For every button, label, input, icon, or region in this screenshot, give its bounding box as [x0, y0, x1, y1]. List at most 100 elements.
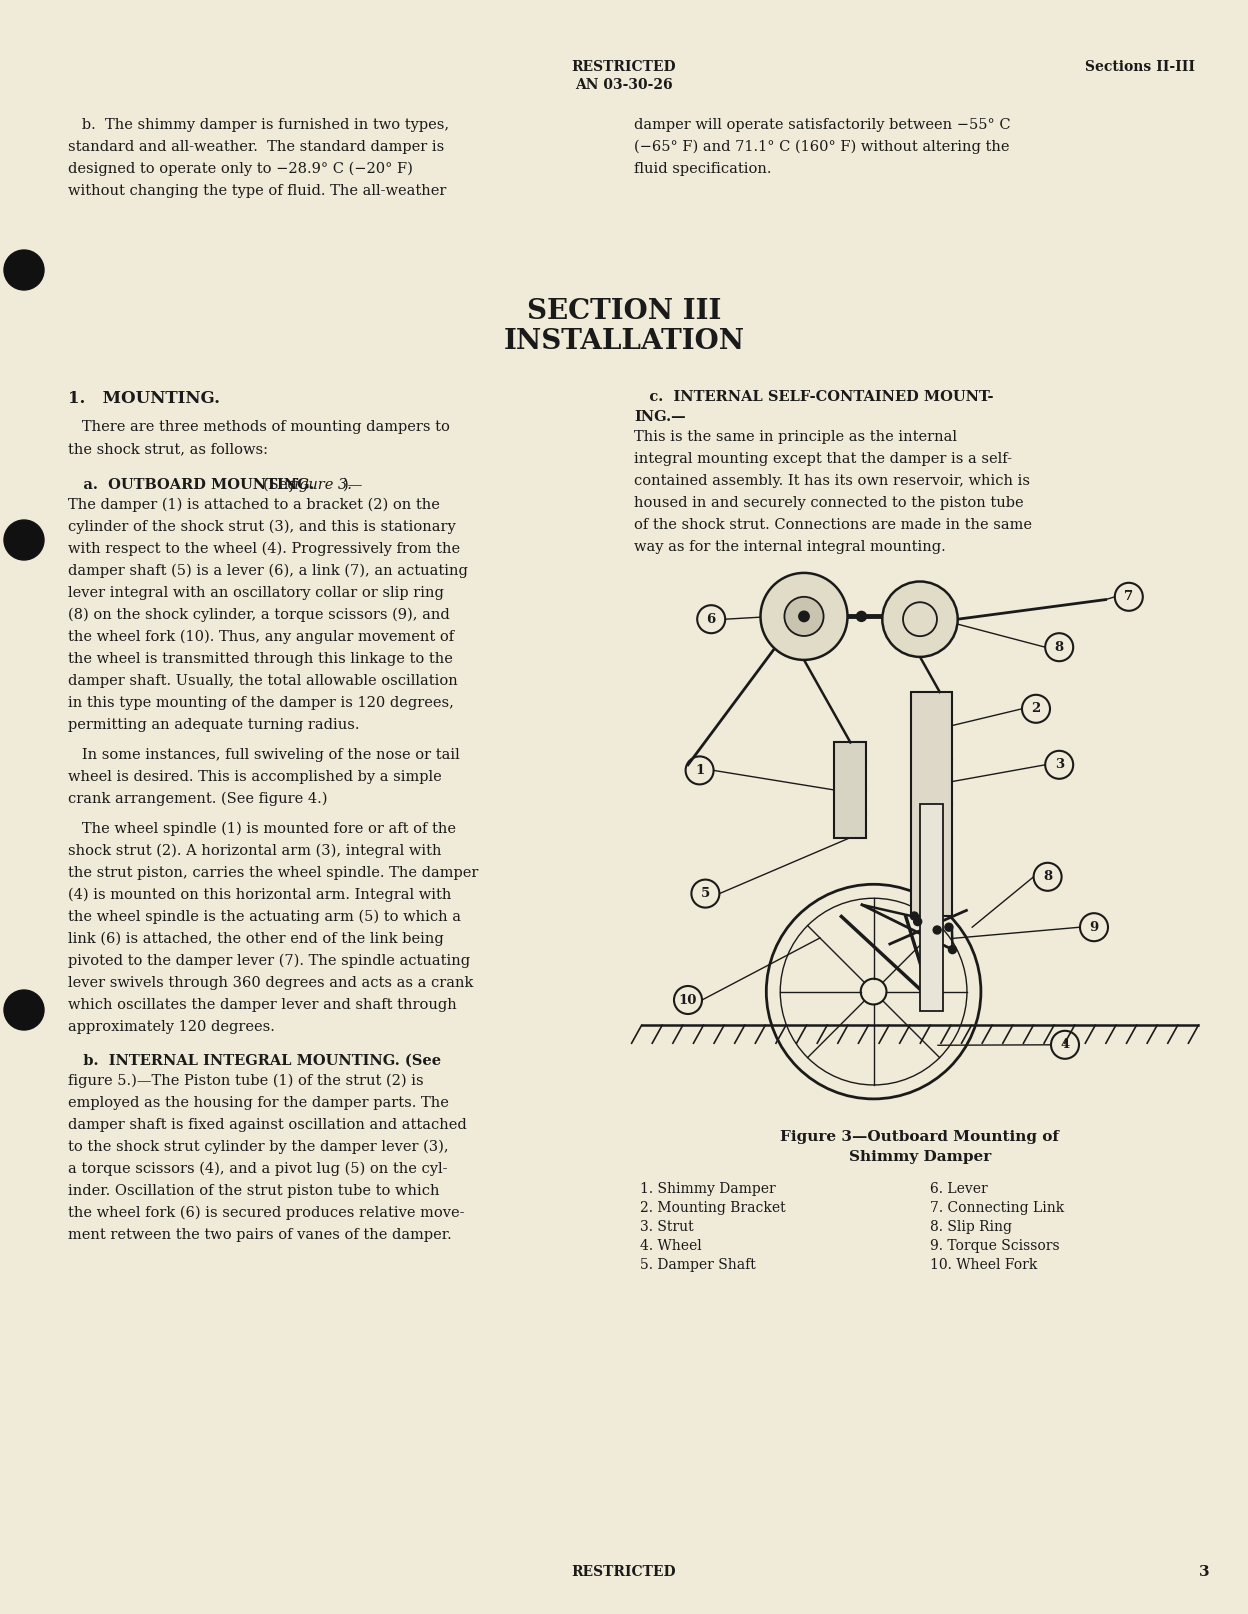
- Text: 6: 6: [706, 613, 716, 626]
- Text: (8) on the shock cylinder, a torque scissors (9), and: (8) on the shock cylinder, a torque scis…: [67, 608, 449, 623]
- Text: in this type mounting of the damper is 120 degrees,: in this type mounting of the damper is 1…: [67, 696, 454, 710]
- Text: wheel is desired. This is accomplished by a simple: wheel is desired. This is accomplished b…: [67, 770, 442, 784]
- Text: SECTION III: SECTION III: [527, 299, 721, 324]
- Text: with respect to the wheel (4). Progressively from the: with respect to the wheel (4). Progressi…: [67, 542, 461, 557]
- Text: lever integral with an oscillatory collar or slip ring: lever integral with an oscillatory colla…: [67, 586, 444, 600]
- Text: Shimmy Damper: Shimmy Damper: [849, 1151, 991, 1164]
- Text: damper shaft (5) is a lever (6), a link (7), an actuating: damper shaft (5) is a lever (6), a link …: [67, 563, 468, 578]
- Text: a.  OUTBOARD MOUNTING.: a. OUTBOARD MOUNTING.: [67, 478, 319, 492]
- Circle shape: [785, 597, 824, 636]
- Text: figure 5.)—The Piston tube (1) of the strut (2) is: figure 5.)—The Piston tube (1) of the st…: [67, 1073, 423, 1088]
- Circle shape: [4, 250, 44, 291]
- Text: permitting an adequate turning radius.: permitting an adequate turning radius.: [67, 718, 359, 733]
- Text: cylinder of the shock strut (3), and this is stationary: cylinder of the shock strut (3), and thi…: [67, 520, 456, 534]
- Text: housed in and securely connected to the piston tube: housed in and securely connected to the …: [634, 495, 1023, 510]
- Text: 2: 2: [1031, 702, 1041, 715]
- Text: lever swivels through 360 degrees and acts as a crank: lever swivels through 360 degrees and ac…: [67, 976, 473, 989]
- Text: standard and all-weather.  The standard damper is: standard and all-weather. The standard d…: [67, 140, 444, 153]
- Text: RESTRICTED: RESTRICTED: [572, 60, 676, 74]
- Text: 10. Wheel Fork: 10. Wheel Fork: [930, 1257, 1037, 1272]
- Bar: [921, 804, 942, 1012]
- Text: (See: (See: [263, 478, 301, 492]
- Circle shape: [882, 581, 957, 657]
- Circle shape: [4, 989, 44, 1030]
- Text: 1.   MOUNTING.: 1. MOUNTING.: [67, 391, 220, 407]
- Text: INSTALLATION: INSTALLATION: [503, 328, 745, 355]
- Text: c.  INTERNAL SELF-CONTAINED MOUNT-: c. INTERNAL SELF-CONTAINED MOUNT-: [634, 391, 993, 404]
- Circle shape: [856, 612, 866, 621]
- Text: 3. Strut: 3. Strut: [640, 1220, 694, 1235]
- Text: damper shaft is fixed against oscillation and attached: damper shaft is fixed against oscillatio…: [67, 1119, 467, 1131]
- Text: 4: 4: [1061, 1038, 1070, 1051]
- Circle shape: [910, 912, 919, 920]
- Text: There are three methods of mounting dampers to: There are three methods of mounting damp…: [67, 420, 449, 434]
- Circle shape: [934, 926, 941, 935]
- Text: b.  INTERNAL INTEGRAL MOUNTING. (See: b. INTERNAL INTEGRAL MOUNTING. (See: [67, 1054, 441, 1068]
- Text: 1: 1: [695, 763, 704, 776]
- Text: RESTRICTED: RESTRICTED: [572, 1566, 676, 1578]
- Text: way as for the internal integral mounting.: way as for the internal integral mountin…: [634, 541, 946, 554]
- Text: approximately 120 degrees.: approximately 120 degrees.: [67, 1020, 275, 1035]
- Text: 6. Lever: 6. Lever: [930, 1181, 987, 1196]
- Text: integral mounting except that the damper is a self-: integral mounting except that the damper…: [634, 452, 1012, 466]
- Text: shock strut (2). A horizontal arm (3), integral with: shock strut (2). A horizontal arm (3), i…: [67, 844, 442, 859]
- Text: This is the same in principle as the internal: This is the same in principle as the int…: [634, 429, 957, 444]
- Circle shape: [760, 573, 847, 660]
- Text: 8: 8: [1043, 870, 1052, 883]
- Text: designed to operate only to −28.9° C (−20° F): designed to operate only to −28.9° C (−2…: [67, 161, 413, 176]
- Text: ment retween the two pairs of vanes of the damper.: ment retween the two pairs of vanes of t…: [67, 1228, 452, 1243]
- Circle shape: [4, 520, 44, 560]
- Text: 3: 3: [1199, 1566, 1211, 1578]
- Text: 7. Connecting Link: 7. Connecting Link: [930, 1201, 1065, 1215]
- Text: Figure 3—Outboard Mounting of: Figure 3—Outboard Mounting of: [780, 1130, 1060, 1144]
- Text: 8: 8: [1055, 641, 1063, 654]
- Text: crank arrangement. (See figure 4.): crank arrangement. (See figure 4.): [67, 792, 327, 807]
- Text: figure 3.: figure 3.: [290, 478, 353, 492]
- Text: a torque scissors (4), and a pivot lug (5) on the cyl-: a torque scissors (4), and a pivot lug (…: [67, 1162, 448, 1177]
- Text: The damper (1) is attached to a bracket (2) on the: The damper (1) is attached to a bracket …: [67, 499, 439, 512]
- Text: 5: 5: [701, 888, 710, 901]
- Text: AN 03-30-26: AN 03-30-26: [575, 77, 673, 92]
- Text: 4. Wheel: 4. Wheel: [640, 1240, 701, 1252]
- Text: the strut piston, carries the wheel spindle. The damper: the strut piston, carries the wheel spin…: [67, 867, 478, 880]
- Text: 5. Damper Shaft: 5. Damper Shaft: [640, 1257, 756, 1272]
- Text: fluid specification.: fluid specification.: [634, 161, 771, 176]
- Circle shape: [948, 946, 956, 954]
- Text: 1. Shimmy Damper: 1. Shimmy Damper: [640, 1181, 776, 1196]
- Circle shape: [799, 612, 809, 621]
- Text: 9. Torque Scissors: 9. Torque Scissors: [930, 1240, 1060, 1252]
- Text: ING.—: ING.—: [634, 410, 685, 424]
- Text: which oscillates the damper lever and shaft through: which oscillates the damper lever and sh…: [67, 997, 457, 1012]
- Text: the wheel fork (6) is secured produces relative move-: the wheel fork (6) is secured produces r…: [67, 1206, 464, 1220]
- Text: 7: 7: [1124, 591, 1133, 604]
- Text: inder. Oscillation of the strut piston tube to which: inder. Oscillation of the strut piston t…: [67, 1185, 439, 1198]
- Text: without changing the type of fluid. The all-weather: without changing the type of fluid. The …: [67, 184, 447, 199]
- Text: the wheel is transmitted through this linkage to the: the wheel is transmitted through this li…: [67, 652, 453, 667]
- Text: pivoted to the damper lever (7). The spindle actuating: pivoted to the damper lever (7). The spi…: [67, 954, 470, 968]
- Text: )—: )—: [343, 478, 363, 492]
- Text: contained assembly. It has its own reservoir, which is: contained assembly. It has its own reser…: [634, 475, 1030, 487]
- Text: damper shaft. Usually, the total allowable oscillation: damper shaft. Usually, the total allowab…: [67, 675, 458, 688]
- Circle shape: [945, 923, 953, 931]
- Text: employed as the housing for the damper parts. The: employed as the housing for the damper p…: [67, 1096, 449, 1110]
- Text: b.  The shimmy damper is furnished in two types,: b. The shimmy damper is furnished in two…: [67, 118, 449, 132]
- Text: the shock strut, as follows:: the shock strut, as follows:: [67, 442, 268, 457]
- Text: The wheel spindle (1) is mounted fore or aft of the: The wheel spindle (1) is mounted fore or…: [67, 822, 456, 836]
- Circle shape: [914, 918, 922, 925]
- Text: 2. Mounting Bracket: 2. Mounting Bracket: [640, 1201, 786, 1215]
- Text: link (6) is attached, the other end of the link being: link (6) is attached, the other end of t…: [67, 931, 444, 946]
- Text: (−65° F) and 71.1° C (160° F) without altering the: (−65° F) and 71.1° C (160° F) without al…: [634, 140, 1010, 155]
- Text: the wheel spindle is the actuating arm (5) to which a: the wheel spindle is the actuating arm (…: [67, 910, 461, 925]
- Text: 3: 3: [1055, 759, 1063, 771]
- Text: Sections II-III: Sections II-III: [1085, 60, 1196, 74]
- Text: (4) is mounted on this horizontal arm. Integral with: (4) is mounted on this horizontal arm. I…: [67, 888, 452, 902]
- Text: to the shock strut cylinder by the damper lever (3),: to the shock strut cylinder by the dampe…: [67, 1139, 448, 1154]
- Text: 8. Slip Ring: 8. Slip Ring: [930, 1220, 1012, 1235]
- Text: In some instances, full swiveling of the nose or tail: In some instances, full swiveling of the…: [67, 747, 459, 762]
- Text: 9: 9: [1090, 920, 1098, 935]
- Text: damper will operate satisfactorily between −55° C: damper will operate satisfactorily betwe…: [634, 118, 1011, 132]
- Text: of the shock strut. Connections are made in the same: of the shock strut. Connections are made…: [634, 518, 1032, 533]
- Bar: [911, 692, 952, 917]
- Bar: [835, 742, 866, 838]
- Text: the wheel fork (10). Thus, any angular movement of: the wheel fork (10). Thus, any angular m…: [67, 629, 454, 644]
